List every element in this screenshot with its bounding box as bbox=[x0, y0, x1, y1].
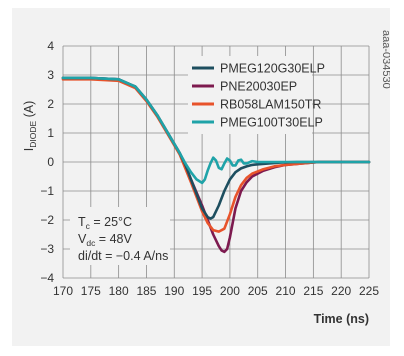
annotation-background bbox=[70, 207, 170, 265]
x-tick-label: 175 bbox=[81, 284, 101, 298]
chart-panel: −4 −3 −2 −1 0 1 2 3 4 170 175 180 185 190 195 200 205 21… bbox=[12, 8, 390, 346]
x-axis-ticks: 170 175 180 185 190 195 200 205 210 215 220 225 bbox=[53, 284, 379, 298]
x-tick-label: 210 bbox=[276, 284, 296, 298]
legend-label-0: PMEG120G30ELP bbox=[220, 62, 325, 76]
series-lines bbox=[61, 76, 371, 254]
x-tick-label: 225 bbox=[359, 284, 379, 298]
y-tick-label: 0 bbox=[47, 155, 54, 169]
y-tick-label: −3 bbox=[40, 242, 54, 256]
annotation-didt: di/dt = −0.4 A/ns bbox=[78, 249, 168, 263]
x-tick-label: 185 bbox=[136, 284, 156, 298]
x-tick-label: 220 bbox=[331, 284, 351, 298]
y-tick-label: 4 bbox=[47, 39, 54, 53]
x-tick-label: 170 bbox=[53, 284, 73, 298]
series-line-3 bbox=[61, 76, 371, 185]
legend: PMEG120G30ELP PNE20030EP RB058LAM150TR PMEG… bbox=[188, 56, 325, 134]
y-tick-label: 1 bbox=[47, 126, 54, 140]
y-axis-ticks: −4 −3 −2 −1 0 1 2 3 4 bbox=[40, 39, 54, 285]
x-tick-label: 190 bbox=[164, 284, 184, 298]
y-tick-label: 2 bbox=[47, 97, 54, 111]
legend-label-3: PMEG100T30ELP bbox=[220, 116, 323, 130]
y-tick-label: −2 bbox=[40, 213, 54, 227]
legend-label-2: RB058LAM150TR bbox=[220, 98, 321, 112]
y-axis-title: IDIODE (A) bbox=[22, 101, 38, 152]
y-tick-label: 3 bbox=[47, 68, 54, 82]
annotation-temperature: Tc = 25°C bbox=[78, 215, 132, 231]
x-axis-title: Time (ns) bbox=[314, 312, 369, 326]
x-tick-label: 200 bbox=[220, 284, 240, 298]
y-tick-label: −4 bbox=[40, 271, 54, 285]
y-tick-label: −1 bbox=[40, 184, 54, 198]
annotation-voltage: Vdc = 48V bbox=[78, 232, 132, 248]
x-tick-label: 215 bbox=[303, 284, 323, 298]
x-tick-label: 195 bbox=[192, 284, 212, 298]
line-chart: −4 −3 −2 −1 0 1 2 3 4 170 175 180 185 190 195 200 205 21… bbox=[22, 30, 390, 326]
legend-label-1: PNE20030EP bbox=[220, 80, 297, 94]
x-tick-label: 180 bbox=[109, 284, 129, 298]
x-tick-label: 205 bbox=[248, 284, 268, 298]
conditions-annotation: Tc = 25°C Vdc = 48V di/dt = −0.4 A/ns bbox=[70, 207, 170, 265]
figure-id: aaa-034530 bbox=[380, 30, 390, 89]
